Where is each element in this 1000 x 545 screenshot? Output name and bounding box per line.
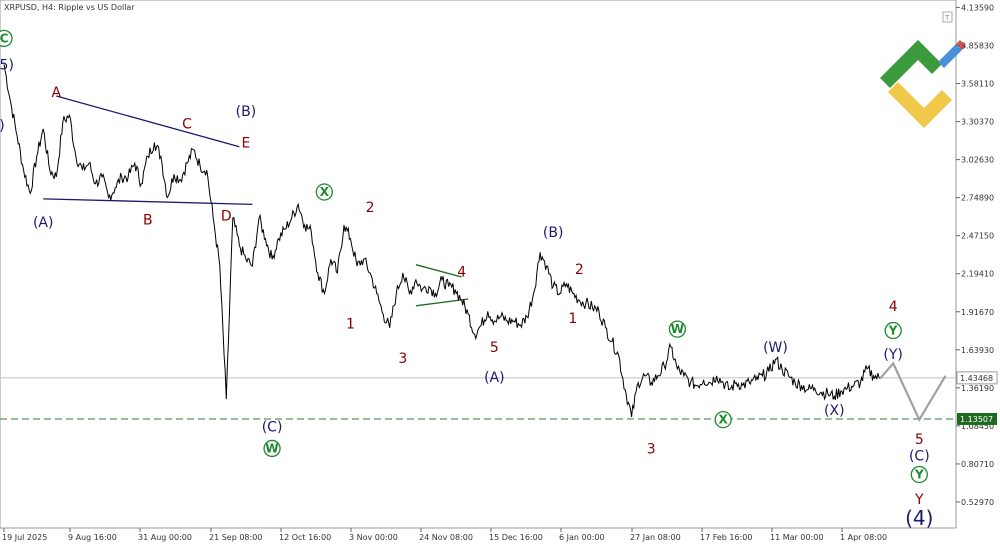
current-price-label: 1.43468 [960,374,993,383]
support-price-tag [957,412,997,425]
x-axis: 19 Jul 2025 9 Aug 16:00 31 Aug 00:00 21 Sep… [2,528,887,542]
wave-label: (C) [909,448,930,464]
trendline [43,198,253,205]
brand-logo [880,40,966,128]
trend-lines [43,95,469,307]
wave-label: (4) [905,506,933,530]
wave-label: D [221,208,232,224]
chart-menu-button[interactable]: T [942,11,953,23]
wave-label: 2 [366,200,375,216]
wave-label: (A) [484,370,505,386]
wave-label: A [52,85,62,101]
wave-label: 4 [889,299,898,315]
x-tick-label: 11 Mar 00:00 [770,533,823,542]
wave-label: E [241,136,250,152]
y-tick-label: 2.47150 [961,232,994,241]
y-tick-label: 3.58110 [961,80,994,89]
wave-label: 2 [575,262,584,278]
x-tick-label: 31 Aug 00:00 [138,533,192,542]
chart-title: XRPUSD, H4: Ripple vs US Dollar [4,3,135,12]
wave-label: 1 [568,311,577,327]
wave-label-text: Y [888,324,898,338]
trendline [56,95,240,148]
y-tick-label: 3.30370 [961,118,994,127]
wave-label-circled: C [0,29,13,48]
x-tick-label: 15 Dec 16:00 [489,533,543,542]
wave-label: (Y) [883,347,902,363]
wave-label-text: W [265,441,278,455]
price-line [3,64,881,417]
wave-label-circled: W [668,320,687,338]
x-tick-label: 9 Aug 16:00 [68,533,117,542]
x-tick-label: 1 Apr 08:00 [840,533,887,542]
y-tick-label: 3.02630 [961,156,994,165]
x-tick-label: 24 Nov 08:00 [419,533,473,542]
x-tick-label: 6 Jan 00:00 [559,533,605,542]
y-tick-label: 1.36190 [961,384,994,393]
y-tick-label: 1.63930 [961,346,994,355]
x-tick-label: 19 Jul 2025 [2,533,47,542]
wave-labels: C (5) 4) A (A) B C D (B) E (C) W X 2 1 3 4 5 (A) (B) 2 1 3 W X (W… [0,29,933,530]
x-tick-label: 27 Jan 08:00 [630,533,681,542]
wave-label-circled: Y [884,321,902,340]
wave-label: 1 [346,317,355,333]
projection-line [879,361,947,423]
wave-label-text: X [320,185,330,199]
y-tick-label: 0.52970 [961,498,994,507]
wave-label-text: Y [914,468,924,482]
y-tick-label: 1.08450 [961,422,994,431]
support-price-label: 1.13507 [960,415,993,424]
wave-label: (B) [543,225,564,241]
y-tick-label: 4.13590 [961,3,994,12]
wave-label-circled: W [263,439,281,458]
wave-label: 5 [915,432,924,448]
plot-frame [0,0,957,529]
x-tick-label: 12 Oct 16:00 [279,533,331,542]
wave-label: (5) [0,57,14,73]
wave-label-text: X [719,413,729,427]
y-tick-label: 0.80710 [961,460,994,469]
x-tick-label: 3 Nov 00:00 [349,533,398,542]
wave-label: (C) [262,420,283,436]
price-tags: 1.43468 1.13507 [956,371,998,425]
wave-label: (B) [236,104,257,120]
y-axis: 4.13590 3.85830 3.58110 3.30370 3.02630 2.748… [956,3,994,507]
wave-label: Y [914,492,924,508]
x-tick-label: 21 Sep 08:00 [209,533,262,542]
menu-glyph: T [944,14,950,22]
y-tick-label: 2.19410 [961,270,994,279]
trendline [415,264,462,278]
wave-label-circled: Y [910,465,928,484]
wave-label-text: C [0,31,9,45]
wave-label: C [182,116,192,132]
trendline [415,298,469,307]
wave-label: 4) [0,118,5,134]
price-series [3,64,881,417]
y-tick-label: 2.74890 [961,194,994,203]
y-tick-label: 3.85830 [961,41,994,50]
wave-label: B [143,212,153,228]
projection-path [879,361,947,423]
x-tick-label: 17 Feb 16:00 [700,533,752,542]
wave-label: 3 [398,351,407,367]
wave-label-circled: X [714,411,732,429]
wave-label: (X) [824,403,845,419]
current-price-tag [956,371,998,385]
wave-label: (A) [33,215,54,231]
wave-label: 5 [490,340,499,356]
wave-label-circled: X [315,183,334,201]
wave-label: 3 [647,441,656,457]
wave-label: (W) [763,340,788,356]
wave-label-text: W [671,322,684,336]
wave-label: 4 [457,265,466,281]
y-tick-label: 1.91670 [961,308,994,317]
